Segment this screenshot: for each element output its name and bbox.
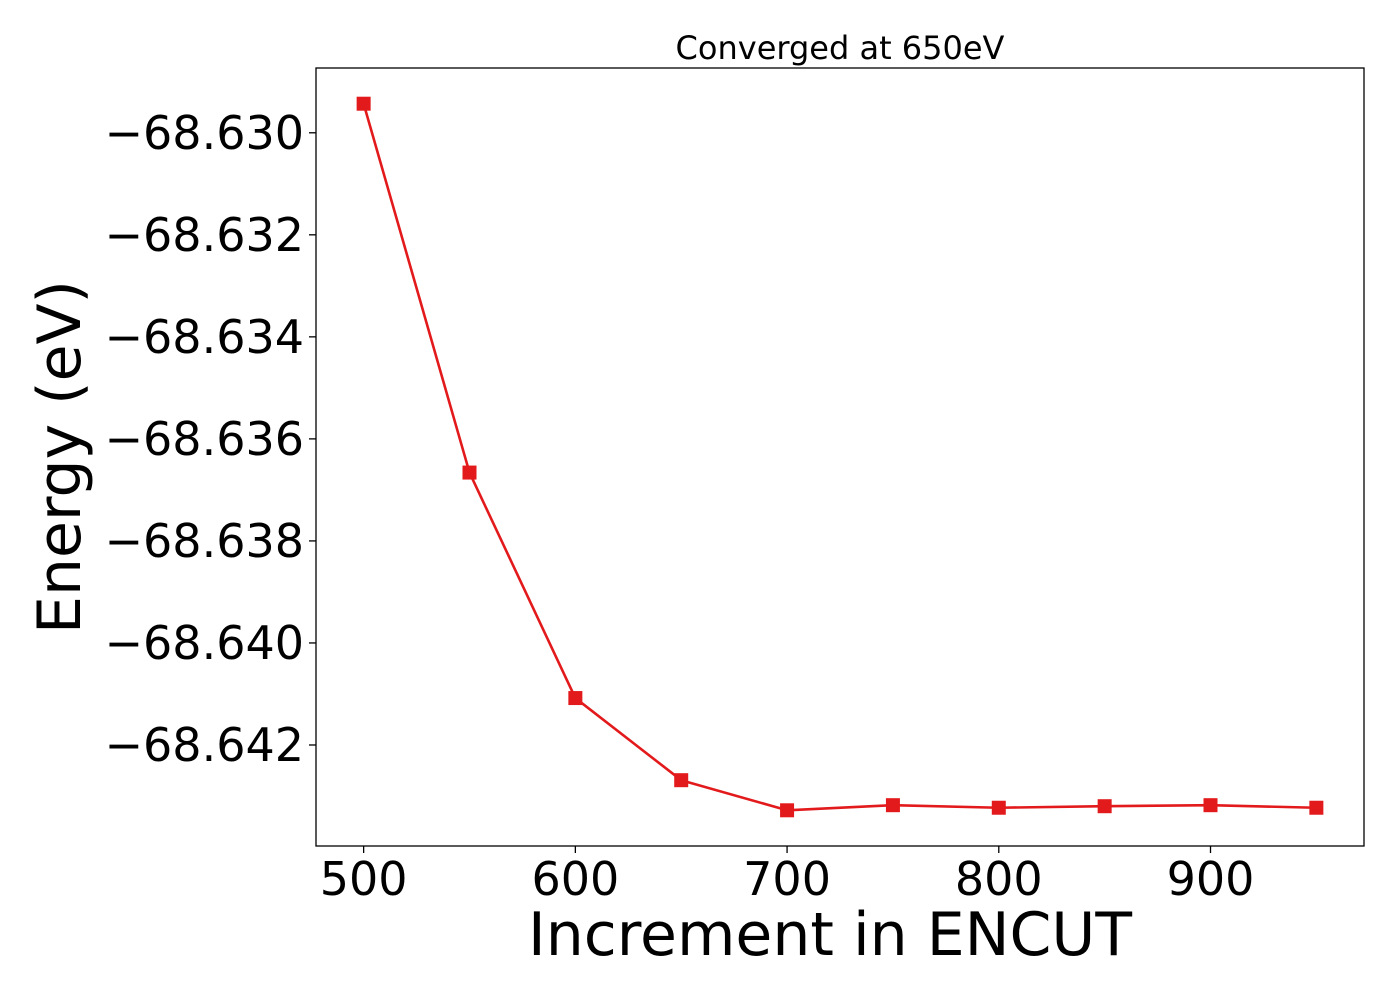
x-tick-label: 800 (955, 852, 1043, 906)
data-point-marker (674, 773, 689, 788)
y-tick-label: −68.634 (105, 310, 305, 364)
data-point-marker (568, 691, 583, 706)
y-axis-ticks: −68.630 −68.632 −68.634 −68.636 −68.638 −68.6… (105, 106, 316, 772)
data-point-marker (780, 803, 795, 818)
series-layer (356, 96, 1324, 818)
x-tick-label: 700 (743, 852, 831, 906)
plot-area-frame (315, 67, 1365, 847)
series-line (362, 102, 1318, 812)
chart-title: Converged at 650eV (676, 29, 1005, 67)
y-tick-label: −68.640 (105, 616, 305, 670)
y-tick-label: −68.638 (105, 514, 305, 568)
data-point-marker (462, 465, 477, 480)
x-axis-ticks: 500 600 700 800 900 (320, 846, 1255, 906)
y-tick-label: −68.642 (105, 718, 305, 772)
data-point-marker (1097, 799, 1112, 814)
y-tick-label: −68.636 (105, 412, 305, 466)
x-tick-label: 500 (320, 852, 408, 906)
y-tick-label: −68.632 (105, 208, 305, 262)
data-point-marker (1309, 800, 1324, 815)
data-point-marker (1203, 798, 1218, 813)
x-axis-label: Increment in ENCUT (528, 900, 1132, 970)
x-tick-label: 900 (1167, 852, 1255, 906)
y-tick-label: −68.630 (105, 106, 305, 160)
data-point-marker (991, 800, 1006, 815)
y-axis-label: Energy (eV) (25, 280, 95, 634)
data-point-marker (885, 798, 900, 813)
data-point-marker (356, 96, 371, 111)
x-tick-label: 600 (531, 852, 619, 906)
